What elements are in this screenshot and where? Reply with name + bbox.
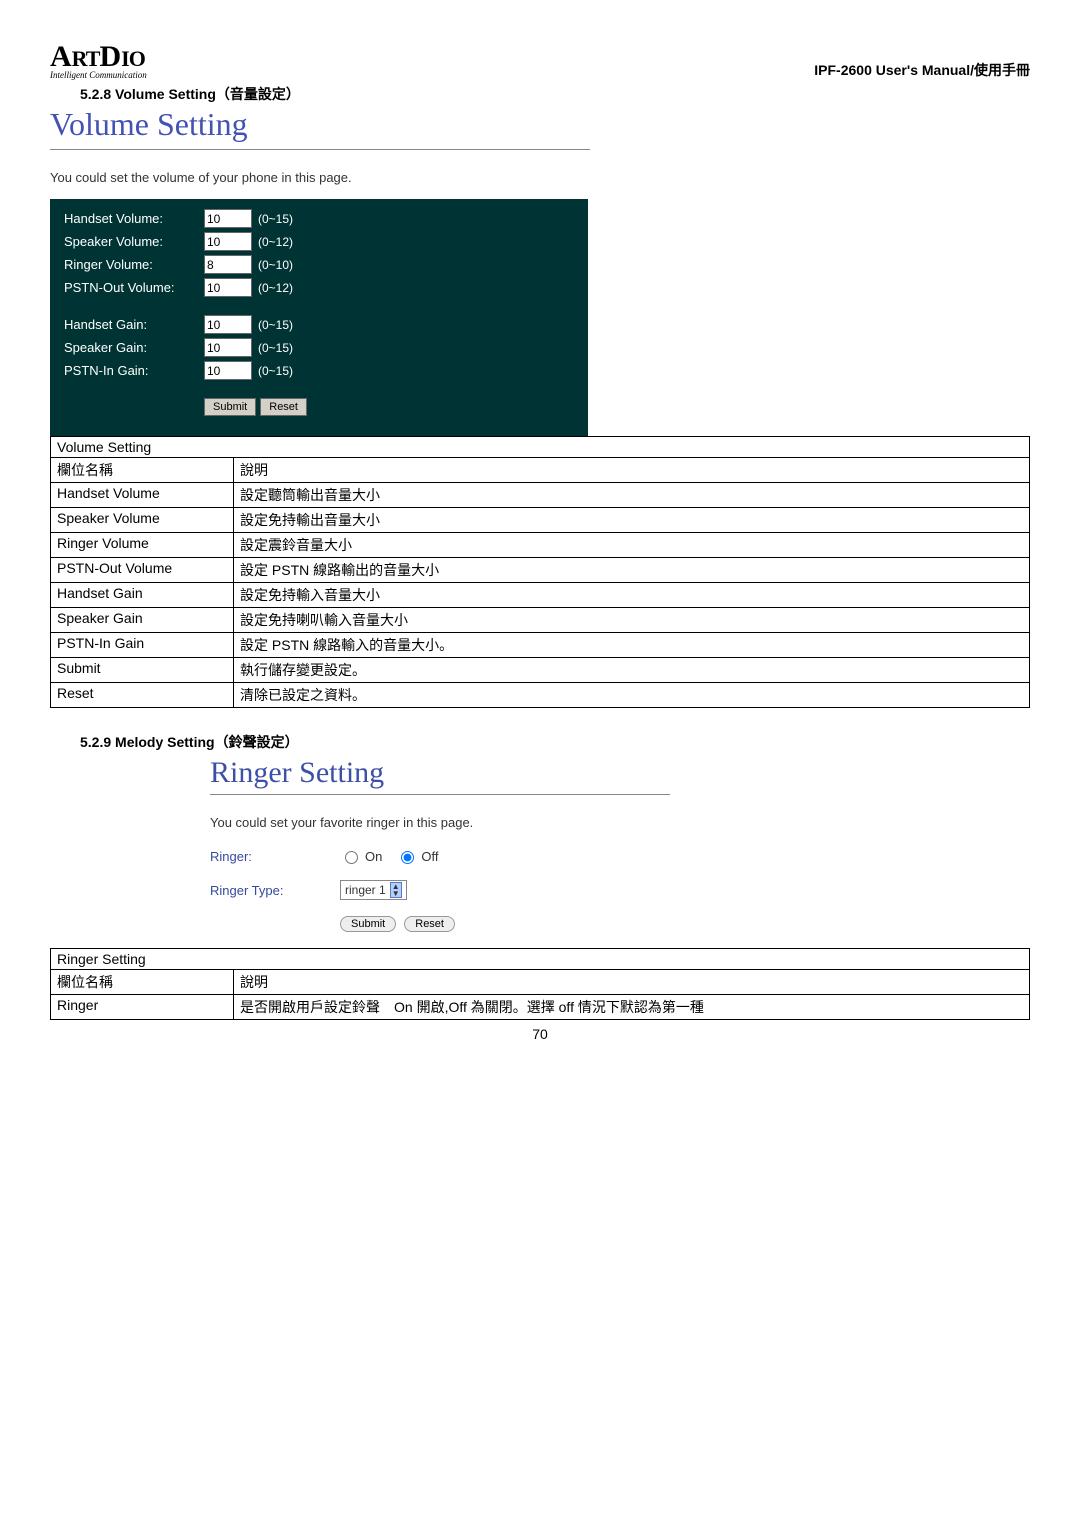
volume-setting-desc: You could set the volume of your phone i…: [50, 170, 1030, 185]
speaker-volume-label: Speaker Volume:: [64, 234, 204, 249]
ringer-label: Ringer:: [210, 849, 340, 864]
volume-setting-heading: Volume Setting: [50, 106, 1030, 143]
table-cell: 執行儲存變更設定。: [234, 658, 1030, 683]
speaker-gain-range: (0~15): [258, 341, 293, 355]
section-5-2-8-title: 5.2.8 Volume Setting（音量設定）: [80, 84, 1030, 104]
table-cell: 設定震鈴音量大小: [234, 533, 1030, 558]
ringer-setting-table: Ringer Setting 欄位名稱 說明 Ringer 是否開啟用戶設定鈴聲…: [50, 948, 1030, 1020]
table-cell: Handset Volume: [51, 483, 234, 508]
handset-gain-range: (0~15): [258, 318, 293, 332]
pstn-in-gain-range: (0~15): [258, 364, 293, 378]
divider: [210, 794, 670, 795]
handset-gain-input[interactable]: [204, 315, 252, 334]
table-cell: 設定免持輸入音量大小: [234, 583, 1030, 608]
pstn-out-volume-range: (0~12): [258, 281, 293, 295]
speaker-volume-range: (0~12): [258, 235, 293, 249]
ringer-volume-range: (0~10): [258, 258, 293, 272]
table-cell: Reset: [51, 683, 234, 708]
section-5-2-9-title: 5.2.9 Melody Setting（鈴聲設定）: [80, 732, 1030, 752]
table-cell: 設定免持喇叭輸入音量大小: [234, 608, 1030, 633]
manual-title: IPF-2600 User's Manual/使用手冊: [814, 60, 1030, 80]
table-caption: Volume Setting: [51, 437, 1030, 458]
ringer-volume-input[interactable]: [204, 255, 252, 274]
table-cell: 是否開啟用戶設定鈴聲 On 開啟,Off 為關閉。選擇 off 情況下默認為第一…: [234, 995, 1030, 1020]
ringer-off-input[interactable]: [401, 851, 414, 864]
pstn-out-volume-label: PSTN-Out Volume:: [64, 280, 204, 295]
table-cell: PSTN-Out Volume: [51, 558, 234, 583]
page-number: 70: [50, 1026, 1030, 1042]
ringer-on-radio[interactable]: On: [340, 848, 382, 864]
ringer-type-value: ringer 1: [345, 883, 386, 897]
table-cell: Speaker Gain: [51, 608, 234, 633]
table-cell: Speaker Volume: [51, 508, 234, 533]
table-cell: Handset Gain: [51, 583, 234, 608]
speaker-gain-input[interactable]: [204, 338, 252, 357]
logo-subtitle: Intelligent Communication: [50, 70, 147, 80]
handset-volume-label: Handset Volume:: [64, 211, 204, 226]
table-cell: 清除已設定之資料。: [234, 683, 1030, 708]
ringer-type-select[interactable]: ringer 1 ▲▼: [340, 880, 407, 900]
table-cell: PSTN-In Gain: [51, 633, 234, 658]
table-cell: 設定聽筒輸出音量大小: [234, 483, 1030, 508]
speaker-volume-input[interactable]: [204, 232, 252, 251]
table-cell: Ringer Volume: [51, 533, 234, 558]
speaker-gain-label: Speaker Gain:: [64, 340, 204, 355]
table-cell: 設定 PSTN 線路輸出的音量大小: [234, 558, 1030, 583]
logo-text: ARTDIO: [50, 40, 147, 74]
table-cell: 設定免持輸出音量大小: [234, 508, 1030, 533]
pstn-in-gain-label: PSTN-In Gain:: [64, 363, 204, 378]
reset-button[interactable]: Reset: [404, 916, 455, 932]
handset-volume-input[interactable]: [204, 209, 252, 228]
col-header-field: 欄位名稱: [51, 458, 234, 483]
document-header: ARTDIO Intelligent Communication IPF-260…: [50, 40, 1030, 80]
reset-button[interactable]: Reset: [260, 398, 307, 416]
handset-volume-range: (0~15): [258, 212, 293, 226]
logo-block: ARTDIO Intelligent Communication: [50, 40, 147, 80]
ringer-off-radio[interactable]: Off: [396, 848, 438, 864]
col-header-field: 欄位名稱: [51, 970, 234, 995]
volume-setting-table: Volume Setting 欄位名稱 說明 Handset Volume設定聽…: [50, 436, 1030, 708]
table-caption: Ringer Setting: [51, 949, 1030, 970]
table-cell: 設定 PSTN 線路輸入的音量大小。: [234, 633, 1030, 658]
handset-gain-label: Handset Gain:: [64, 317, 204, 332]
col-header-desc: 說明: [234, 970, 1030, 995]
ringer-volume-label: Ringer Volume:: [64, 257, 204, 272]
col-header-desc: 說明: [234, 458, 1030, 483]
ringer-on-input[interactable]: [345, 851, 358, 864]
table-cell: Submit: [51, 658, 234, 683]
table-cell: Ringer: [51, 995, 234, 1020]
on-label: On: [365, 849, 382, 864]
submit-button[interactable]: Submit: [340, 916, 396, 932]
divider: [50, 149, 590, 150]
ringer-type-label: Ringer Type:: [210, 883, 340, 898]
ringer-setting-desc: You could set your favorite ringer in th…: [210, 815, 1030, 830]
stepper-arrows-icon: ▲▼: [390, 882, 402, 898]
pstn-in-gain-input[interactable]: [204, 361, 252, 380]
off-label: Off: [421, 849, 438, 864]
ringer-setting-heading: Ringer Setting: [210, 756, 1030, 790]
pstn-out-volume-input[interactable]: [204, 278, 252, 297]
submit-button[interactable]: Submit: [204, 398, 256, 416]
volume-settings-panel: Handset Volume: (0~15) Speaker Volume: (…: [50, 199, 588, 436]
